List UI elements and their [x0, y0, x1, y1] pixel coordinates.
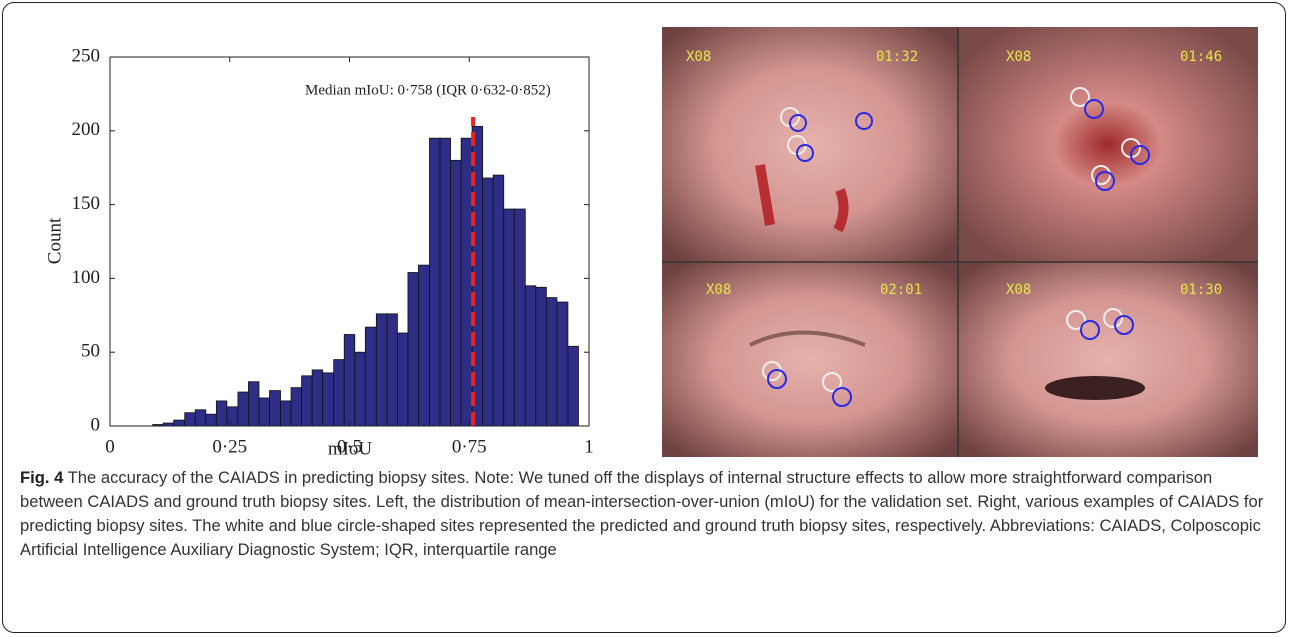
zoom-label: X08 [686, 49, 711, 65]
caption-text: The accuracy of the CAIADS in predicting… [20, 468, 1264, 559]
y-tick-label: 250 [72, 45, 101, 66]
image-panel: X08 01:32 [662, 27, 958, 262]
figure-caption: Fig. 4 The accuracy of the CAIADS in pre… [20, 466, 1270, 562]
time-label: 02:01 [880, 282, 922, 298]
x-tick-label: 0 [105, 436, 115, 457]
y-tick-label: 150 [72, 193, 101, 214]
caption-label: Fig. 4 [20, 468, 64, 487]
y-tick-label: 50 [81, 341, 100, 362]
image-panel: X08 02:01 [662, 262, 958, 457]
example-images: X08 01:32 X08 01:46 X08 02:01 X08 01:30 [662, 27, 1258, 457]
y-tick-label: 200 [72, 119, 101, 140]
x-tick-label: 1 [584, 436, 594, 457]
annotation: Median mIoU: 0·758 (IQR 0·632-0·852) [305, 82, 551, 98]
zoom-label: X08 [706, 282, 731, 298]
time-label: 01:46 [1180, 49, 1222, 65]
y-axis-label: Count [44, 217, 65, 264]
zoom-label: X08 [1006, 49, 1031, 65]
y-tick-label: 0 [91, 414, 101, 435]
image-panel: X08 01:30 [958, 262, 1258, 457]
x-tick-label: 0·25 [212, 436, 247, 457]
zoom-label: X08 [1006, 282, 1031, 298]
x-tick-label: 0·5 [337, 436, 362, 457]
time-label: 01:30 [1180, 282, 1222, 298]
x-axis-label: mIoU [328, 438, 373, 459]
x-tick-label: 0·75 [452, 436, 487, 457]
time-label: 01:32 [876, 49, 918, 65]
y-tick-label: 100 [72, 267, 101, 288]
image-panel: X08 01:46 [958, 27, 1258, 262]
histogram-chart: mIoU Count Median mIoU: 0·758 (IQR 0·632… [44, 45, 594, 459]
